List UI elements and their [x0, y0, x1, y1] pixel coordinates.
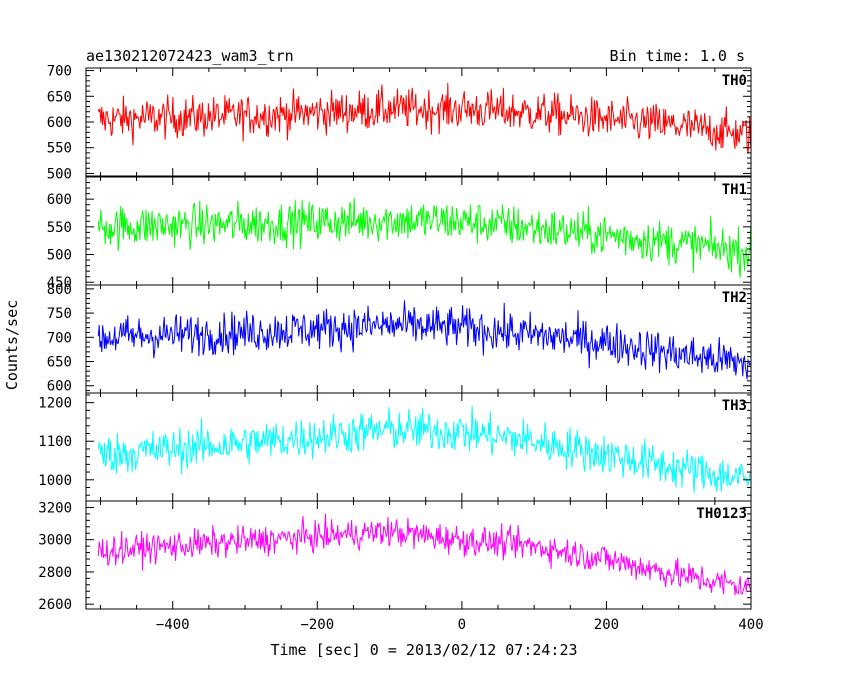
y-tick-label: 600 [47, 115, 72, 131]
y-tick-label: 1100 [38, 434, 72, 450]
y-tick-label: 3200 [38, 500, 72, 516]
y-tick-label: 1200 [38, 396, 72, 412]
y-tick-label: 800 [47, 282, 72, 298]
y-tick-label: 1000 [38, 473, 72, 489]
x-tick-label: −400 [156, 617, 190, 633]
panel-label: TH3 [722, 398, 747, 414]
y-tick-label: 550 [47, 220, 72, 236]
y-tick-label: 600 [47, 192, 72, 208]
y-tick-label: 650 [47, 355, 72, 371]
panel-th0: 500 550 600 650 700 TH0 [47, 64, 752, 182]
y-tick-label: 700 [47, 64, 72, 80]
y-tick-label: 3000 [38, 533, 72, 549]
x-tick-label: 200 [594, 617, 619, 633]
y-tick-label: 450 [47, 275, 72, 291]
panel-th3: 1000 1100 1200 TH3 [38, 392, 752, 502]
series-th3 [97, 405, 751, 493]
y-tick-label: 2600 [38, 597, 72, 613]
x-tick-label: 400 [738, 617, 763, 633]
y-tick-label: 500 [47, 166, 72, 182]
y-tick-label: 500 [47, 248, 72, 264]
x-tick-label: 0 [458, 617, 466, 633]
y-tick-label: 650 [47, 89, 72, 105]
panel-label: TH0 [722, 73, 747, 89]
series-th1 [97, 197, 751, 278]
y-tick-label: 750 [47, 306, 72, 322]
y-tick-label: 600 [47, 379, 72, 395]
series-th0 [97, 82, 751, 154]
y-axis-label: Counts/sec [3, 300, 21, 390]
x-axis-label: Time [sec] 0 = 2013/02/12 07:24:23 [270, 641, 577, 659]
panels: 500 550 600 650 700 TH0 450 500 550 600 TH1 600 650 7… [38, 64, 763, 633]
panel-label: TH1 [722, 182, 747, 198]
series-th2 [97, 300, 751, 380]
x-tick-label: −200 [300, 617, 334, 633]
y-tick-label: 700 [47, 330, 72, 346]
panel-th1: 450 500 550 600 TH1 [47, 176, 752, 291]
panel-th2: 600 650 700 750 800 TH2 [47, 282, 752, 395]
panel-label: TH2 [722, 290, 747, 306]
panel-frame [85, 500, 752, 610]
panel-label: TH0123 [696, 506, 747, 522]
y-tick-label: 2800 [38, 565, 72, 581]
y-tick-label: 550 [47, 141, 72, 157]
series-th0123 [97, 513, 751, 596]
bin-time-label: Bin time: 1.0 s [610, 47, 745, 65]
panel-th0123: 2600 2800 3000 3200 TH0123 [38, 500, 752, 613]
chart-title: ae130212072423_wam3_trn [86, 47, 294, 65]
panel-frame [85, 176, 752, 286]
